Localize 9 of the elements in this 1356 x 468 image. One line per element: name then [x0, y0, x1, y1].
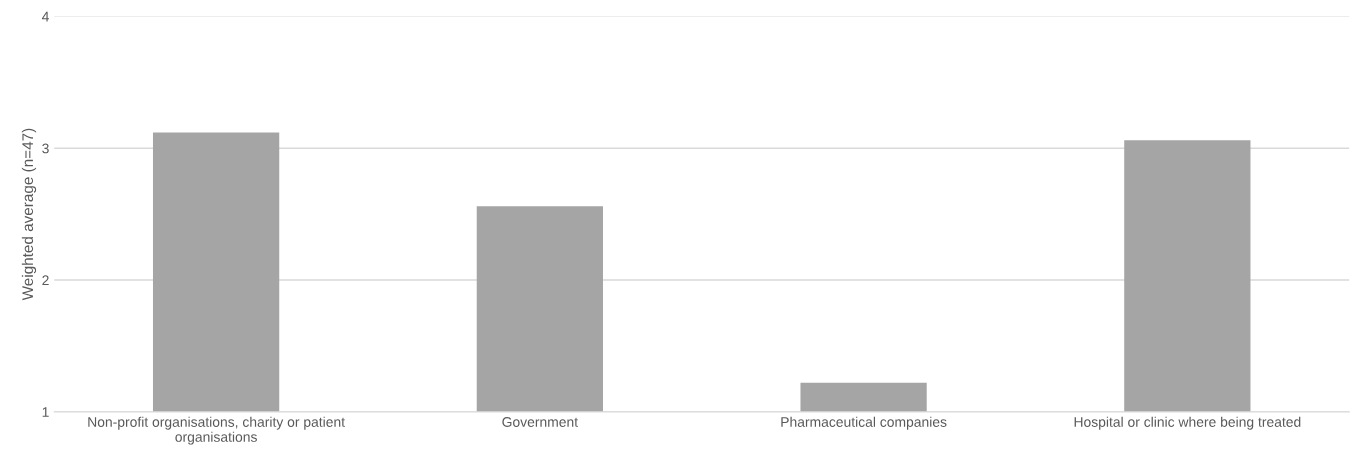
- y-tick-label: 1: [42, 407, 49, 417]
- x-tick-label: Government: [502, 417, 578, 427]
- y-tick-label: 2: [42, 275, 49, 286]
- y-tick-label: 3: [42, 143, 49, 154]
- y-tick-label: 4: [41, 11, 49, 22]
- x-tick-label: Non-profit organisations, charity or patient organisations: [88, 416, 345, 445]
- x-tick-label: Pharmaceutical companies: [781, 416, 947, 430]
- y-axis-title: Weighted average (n=47): [21, 128, 37, 301]
- x-tick-label: Hospital or clinic where being treated: [1074, 416, 1301, 430]
